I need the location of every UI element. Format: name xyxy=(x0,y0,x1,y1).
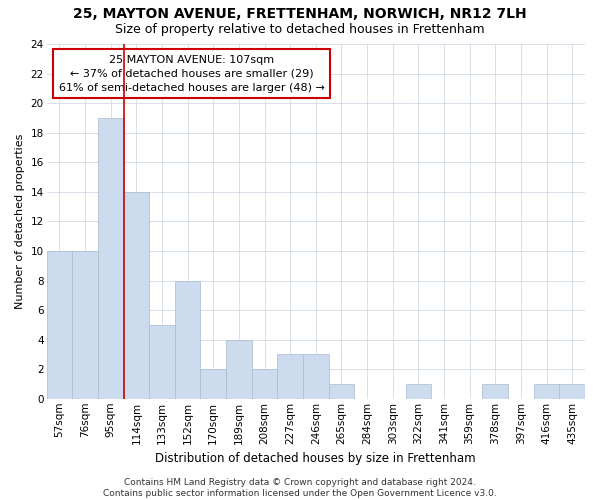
Bar xyxy=(303,354,329,399)
Bar xyxy=(251,369,277,399)
X-axis label: Distribution of detached houses by size in Frettenham: Distribution of detached houses by size … xyxy=(155,452,476,465)
Bar xyxy=(406,384,431,399)
Bar xyxy=(175,280,200,399)
Bar xyxy=(277,354,303,399)
Bar xyxy=(534,384,559,399)
Text: 25, MAYTON AVENUE, FRETTENHAM, NORWICH, NR12 7LH: 25, MAYTON AVENUE, FRETTENHAM, NORWICH, … xyxy=(73,8,527,22)
Bar xyxy=(329,384,354,399)
Bar xyxy=(226,340,251,399)
Bar xyxy=(482,384,508,399)
Text: Contains HM Land Registry data © Crown copyright and database right 2024.
Contai: Contains HM Land Registry data © Crown c… xyxy=(103,478,497,498)
Y-axis label: Number of detached properties: Number of detached properties xyxy=(15,134,25,309)
Bar xyxy=(149,325,175,399)
Bar xyxy=(124,192,149,399)
Text: 25 MAYTON AVENUE: 107sqm
← 37% of detached houses are smaller (29)
61% of semi-d: 25 MAYTON AVENUE: 107sqm ← 37% of detach… xyxy=(59,54,325,92)
Text: Size of property relative to detached houses in Frettenham: Size of property relative to detached ho… xyxy=(115,22,485,36)
Bar xyxy=(98,118,124,399)
Bar xyxy=(200,369,226,399)
Bar xyxy=(72,251,98,399)
Bar xyxy=(47,251,72,399)
Bar xyxy=(559,384,585,399)
